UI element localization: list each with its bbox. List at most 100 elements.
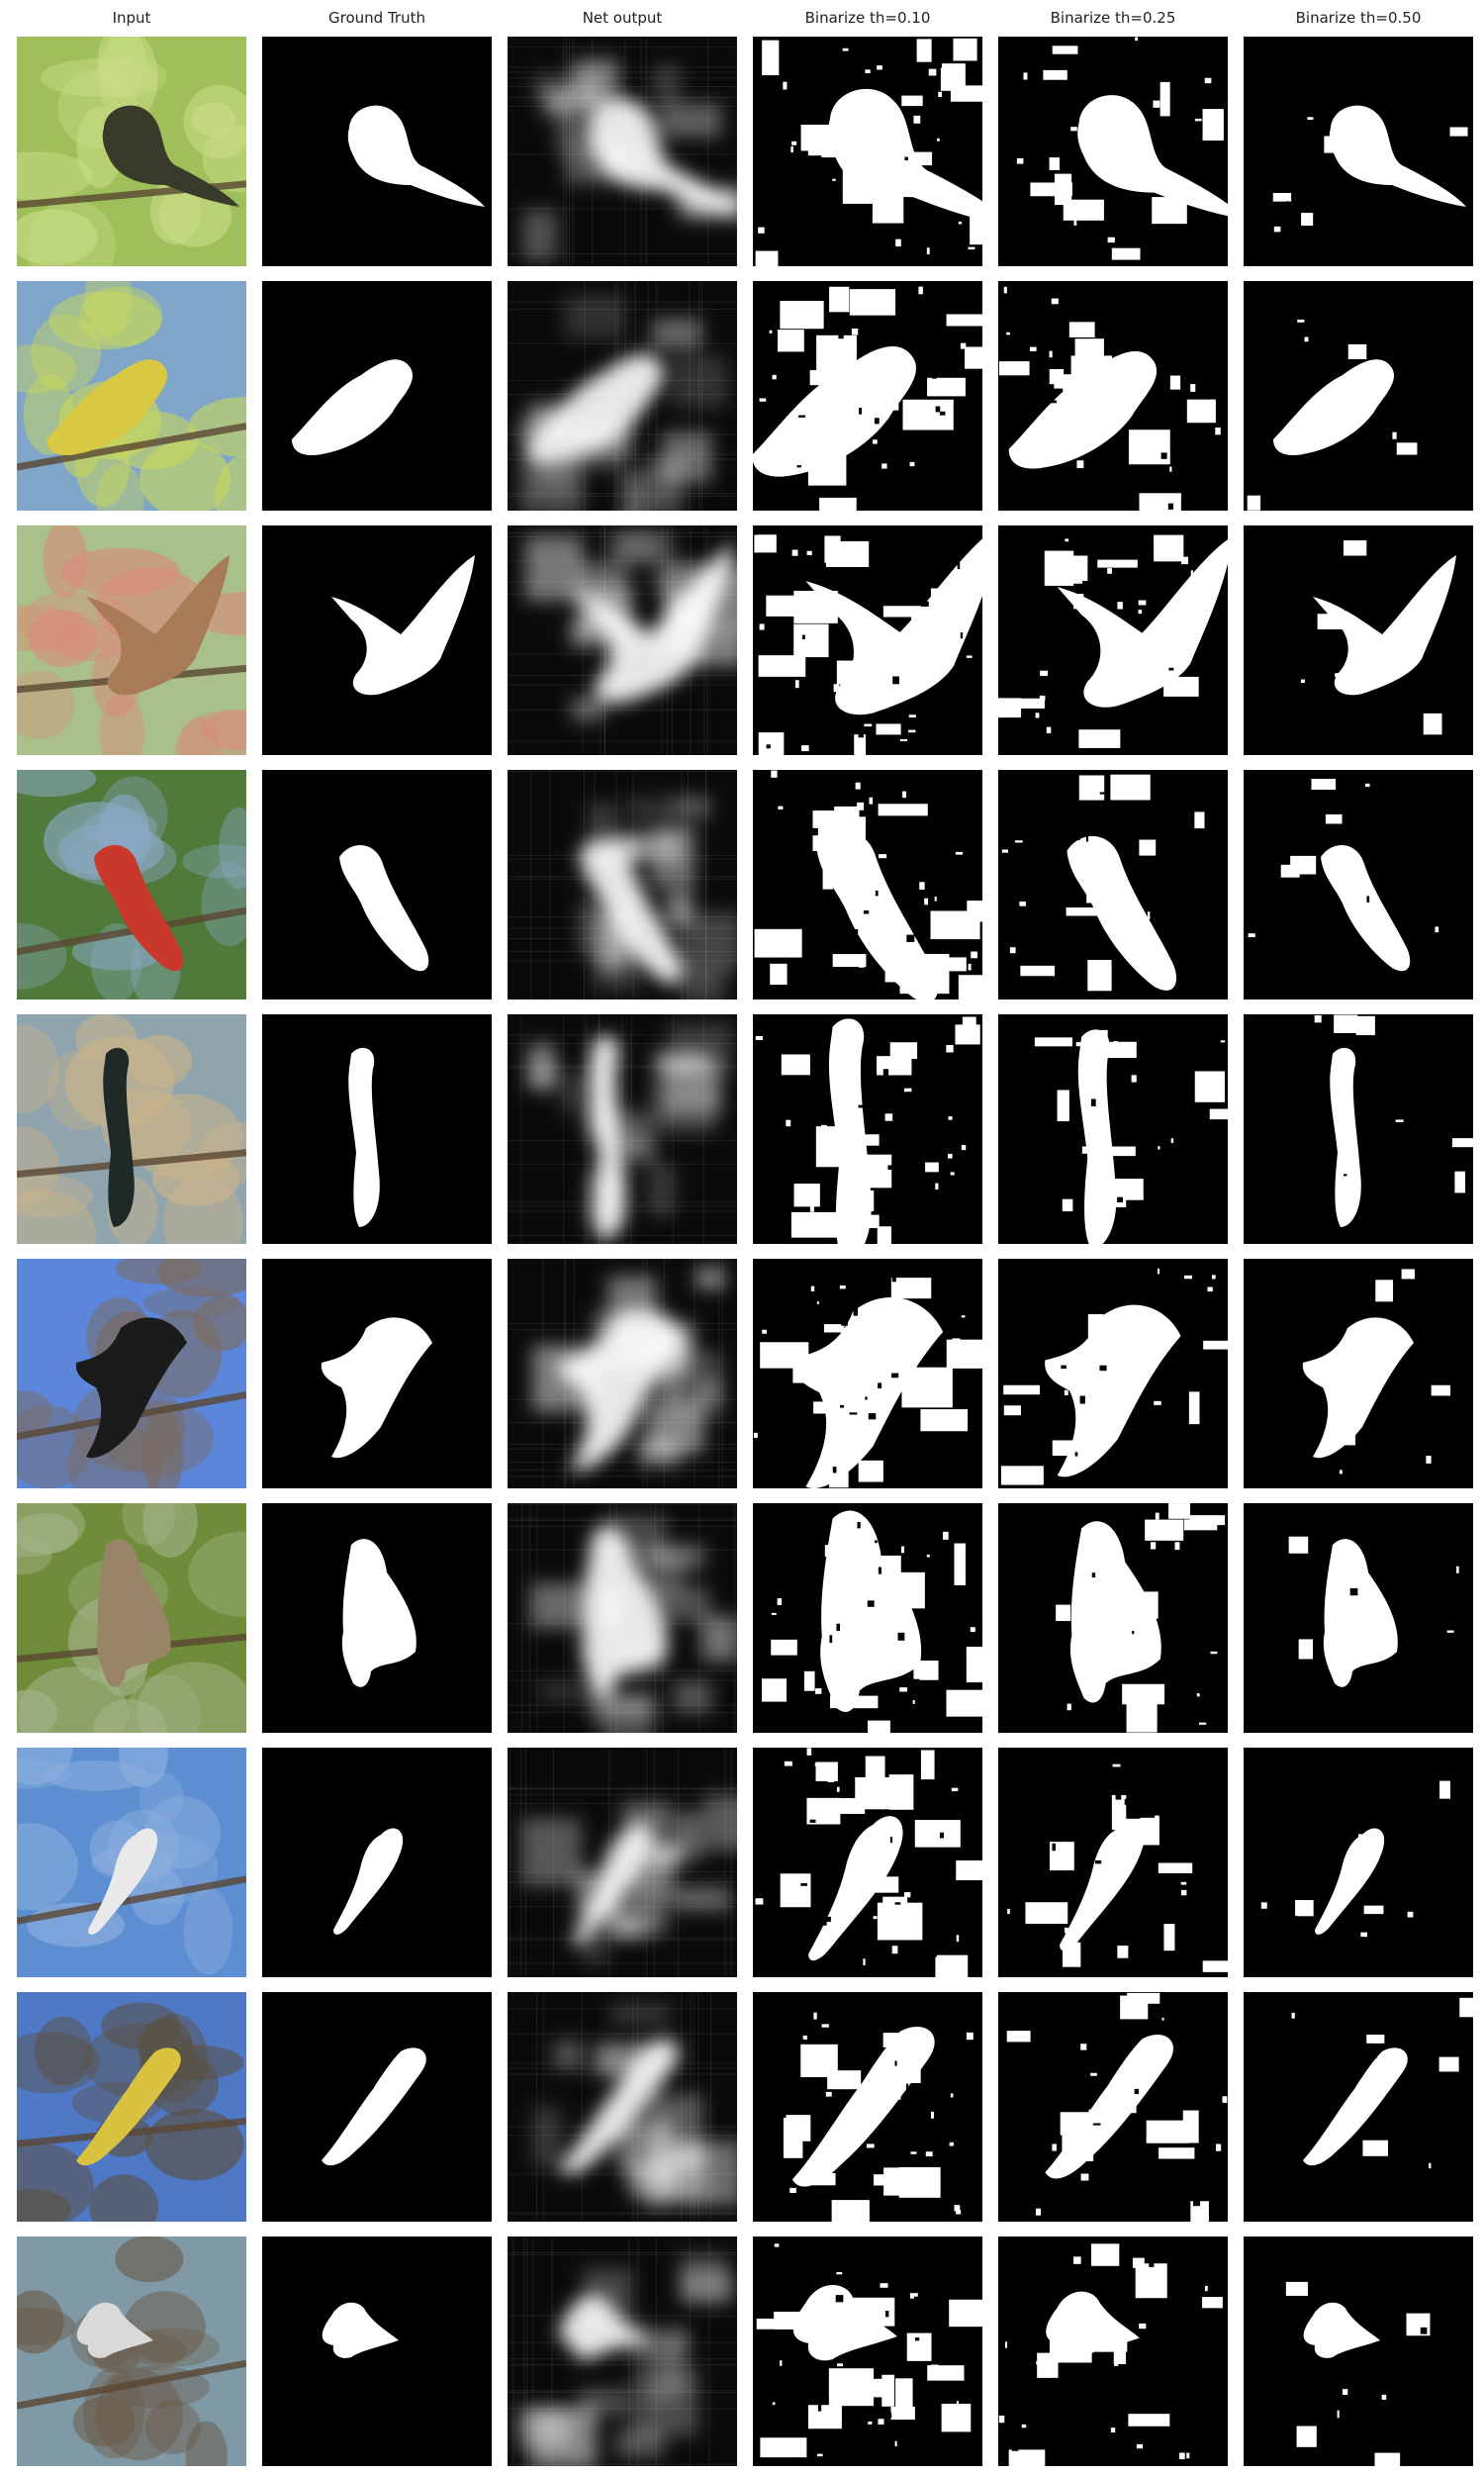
image-row8-photo <box>17 1992 246 2222</box>
image-row1-bin <box>1244 281 1473 511</box>
image-row3-bin <box>753 770 982 999</box>
cell-row6-bin <box>1244 1503 1473 1733</box>
cell-row2-photo <box>17 525 246 755</box>
image-row1-mask <box>262 281 492 511</box>
cell-row6-photo <box>17 1503 246 1733</box>
bird-photo <box>46 359 168 456</box>
bird-photo <box>76 2047 181 2166</box>
cell-row5-bin <box>1244 1259 1473 1488</box>
cell-row0-photo <box>17 37 246 266</box>
bird-photo <box>96 1539 171 1687</box>
cell-row3-bin <box>753 770 982 999</box>
column-header-4: Binarize th=0.25 <box>1050 9 1176 27</box>
image-row1-soft <box>508 281 737 511</box>
cell-row1-bin <box>1244 281 1473 511</box>
image-row4-soft <box>508 1014 737 1244</box>
column-header-5: Binarize th=0.50 <box>1295 9 1422 27</box>
bird-photo <box>102 105 239 207</box>
bird-photo <box>75 1317 187 1459</box>
cell-row3-soft <box>508 770 737 999</box>
image-row2-bin <box>1244 525 1473 755</box>
image-row1-bin <box>998 281 1228 511</box>
cell-row1-bin <box>998 281 1228 511</box>
cell-row5-photo <box>17 1259 246 1488</box>
image-row3-bin <box>998 770 1228 999</box>
cell-row4-mask <box>262 1014 492 1244</box>
cell-row1-bin <box>753 281 982 511</box>
ground-truth-mask <box>322 2047 426 2166</box>
cell-row4-soft <box>508 1014 737 1244</box>
cell-row8-bin <box>753 1992 982 2222</box>
image-row7-bin <box>1244 1748 1473 1977</box>
image-row9-mask <box>262 2236 492 2466</box>
ground-truth-mask <box>348 1047 380 1227</box>
column-header-3: Binarize th=0.10 <box>804 9 931 27</box>
cell-row3-mask <box>262 770 492 999</box>
cell-row8-bin <box>1244 1992 1473 2222</box>
image-row2-bin <box>998 525 1228 755</box>
cell-row6-bin <box>998 1503 1228 1733</box>
image-row6-soft <box>508 1503 737 1733</box>
cell-row0-soft <box>508 37 737 266</box>
column-header-1: Ground Truth <box>328 9 425 27</box>
image-row4-bin <box>753 1014 982 1244</box>
image-row3-mask <box>262 770 492 999</box>
ground-truth-mask <box>339 844 429 972</box>
cell-row7-mask <box>262 1748 492 1977</box>
image-row5-mask <box>262 1259 492 1488</box>
cell-row9-mask <box>262 2236 492 2466</box>
bird-photo <box>88 1828 158 1935</box>
cell-row7-bin <box>1244 1748 1473 1977</box>
image-row5-bin <box>753 1259 982 1488</box>
image-row4-photo <box>17 1014 246 1244</box>
image-row7-bin <box>998 1748 1228 1977</box>
image-row0-bin <box>1244 37 1473 266</box>
cell-row7-soft <box>508 1748 737 1977</box>
cell-row8-mask <box>262 1992 492 2222</box>
cell-row8-soft <box>508 1992 737 2222</box>
image-row0-photo <box>17 37 246 266</box>
cell-row9-photo <box>17 2236 246 2466</box>
column-header-2: Net output <box>582 9 663 27</box>
cell-row9-soft <box>508 2236 737 2466</box>
image-row4-mask <box>262 1014 492 1244</box>
image-row2-photo <box>17 525 246 755</box>
image-row9-bin <box>998 2236 1228 2466</box>
image-row0-soft <box>508 37 737 266</box>
cell-row6-bin <box>753 1503 982 1733</box>
image-row0-bin <box>998 37 1228 266</box>
column-header-0: Input <box>112 9 151 27</box>
cell-row0-bin <box>753 37 982 266</box>
cell-row2-soft <box>508 525 737 755</box>
image-row6-bin <box>1244 1503 1473 1733</box>
image-row2-bin <box>753 525 982 755</box>
cell-row9-bin <box>1244 2236 1473 2466</box>
image-row2-soft <box>508 525 737 755</box>
cell-row5-soft <box>508 1259 737 1488</box>
image-row5-bin <box>998 1259 1228 1488</box>
bird-photo <box>103 1047 135 1227</box>
image-row4-bin <box>1244 1014 1473 1244</box>
cell-row2-bin <box>1244 525 1473 755</box>
image-row7-mask <box>262 1748 492 1977</box>
image-row1-photo <box>17 281 246 511</box>
image-row9-bin <box>753 2236 982 2466</box>
cell-row2-bin <box>998 525 1228 755</box>
ground-truth-mask <box>322 2302 399 2358</box>
cell-row0-mask <box>262 37 492 266</box>
ground-truth-mask <box>341 1539 417 1687</box>
cell-row3-bin <box>998 770 1228 999</box>
cell-row1-soft <box>508 281 737 511</box>
cell-row6-soft <box>508 1503 737 1733</box>
cell-row9-bin <box>998 2236 1228 2466</box>
cell-row9-bin <box>753 2236 982 2466</box>
cell-row2-mask <box>262 525 492 755</box>
cell-row6-mask <box>262 1503 492 1733</box>
image-row3-bin <box>1244 770 1473 999</box>
cell-row1-photo <box>17 281 246 511</box>
image-row7-bin <box>753 1748 982 1977</box>
cell-row5-mask <box>262 1259 492 1488</box>
image-row5-photo <box>17 1259 246 1488</box>
cell-row4-bin <box>1244 1014 1473 1244</box>
bird-photo <box>94 844 184 972</box>
